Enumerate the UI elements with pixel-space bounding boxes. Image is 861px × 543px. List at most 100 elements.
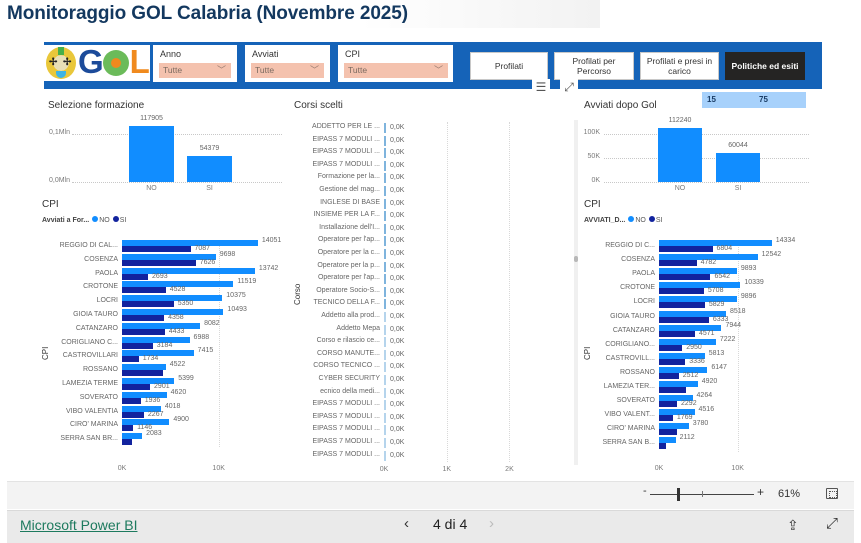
data-label: 0,0K [390, 325, 405, 333]
legend-item[interactable]: SI [655, 217, 663, 224]
share-icon[interactable]: ⇪ [787, 517, 799, 533]
slicer-avviati-value: Tutte [255, 65, 275, 75]
bar-no [659, 352, 705, 359]
legend-item[interactable]: NO [635, 217, 646, 224]
bar-no [122, 391, 167, 398]
y-tick-label: 0,1Mln [48, 129, 70, 137]
data-label: 0,0K [390, 413, 405, 421]
slicer-avviati-dropdown[interactable]: Tutte ﹀ [251, 63, 324, 78]
data-label-si: 4433 [168, 327, 185, 335]
bar-no [659, 437, 676, 444]
bar-si [659, 316, 709, 323]
gridline [604, 158, 809, 160]
data-label-si: 3336 [689, 357, 705, 365]
data-label-si: 1146 [137, 424, 153, 432]
category-label: TECNICO DELLA F... [313, 299, 380, 307]
x-tick-label: NO [674, 185, 686, 192]
data-label: 54379 [199, 145, 220, 153]
category-label: Gestione del mag... [319, 186, 380, 193]
powerbi-link[interactable]: Microsoft Power BI [20, 517, 138, 533]
bar-si [122, 259, 196, 266]
category-label: SERRA SAN B... [602, 439, 655, 447]
legend-marker-si [112, 216, 119, 222]
nav-button-politiche-ed-esiti[interactable]: Politiche ed esiti [725, 52, 805, 80]
x-tick-label: 10K [731, 465, 744, 472]
category-label: LAMEZIA TERME [62, 380, 118, 387]
category-label: CORIGLIANO... [605, 340, 655, 348]
bar-no [122, 240, 258, 246]
slicer-anno-dropdown[interactable]: Tutte ﹀ [159, 63, 231, 78]
category-label: VIBO VALENT... [604, 411, 655, 419]
bar-no [659, 254, 758, 261]
bar-no [122, 336, 190, 343]
category-label: Installazione dell'I... [319, 223, 380, 231]
category-label: PAOLA [95, 269, 118, 277]
slicer-cpi: CPI Tutte ﹀ [338, 45, 453, 82]
legend-title: Avviati a For... [42, 217, 90, 224]
data-label-si: 7087 [194, 245, 211, 252]
scrollbar-track[interactable] [574, 120, 578, 465]
x-tick-label: SI [206, 185, 213, 192]
bar-corso [384, 375, 386, 385]
zoom-in-button[interactable]: + [757, 485, 765, 499]
previous-page-button[interactable]: ‹ [404, 515, 409, 532]
legend-item[interactable]: NO [99, 217, 110, 224]
bar-corso [384, 286, 386, 297]
bar-no [122, 281, 234, 288]
slicer-avviati-label: Avviati [252, 49, 279, 59]
data-label-no: 5813 [708, 349, 725, 357]
focus-mode-icon[interactable]: ⤢ [560, 79, 578, 96]
bar-si [122, 287, 166, 294]
bar-corso [384, 274, 386, 285]
bar-no [659, 240, 772, 246]
data-label: 0,0K [390, 350, 405, 358]
data-label: 0,0K [390, 149, 405, 157]
category-label: PAOLA [632, 270, 655, 278]
scrollbar-thumb[interactable] [574, 256, 578, 262]
zoom-slider-thumb[interactable] [677, 488, 680, 501]
gridline [737, 240, 739, 452]
filter-icon[interactable]: ☰ [532, 79, 550, 96]
data-label-si: 6333 [712, 315, 729, 323]
category-label: CIRO' MARINA [69, 421, 118, 429]
data-label-no: 7944 [725, 321, 742, 329]
category-label: ROSSANO [82, 366, 118, 374]
legend-item[interactable]: SI [119, 217, 127, 224]
bar-no [659, 268, 737, 275]
x-tick-label: 1K [442, 466, 451, 473]
legend: Avviati a For... NO SI [42, 216, 126, 224]
data-label-no: 14051 [261, 237, 282, 244]
category-label: Addetto alla prod... [321, 312, 380, 319]
category-label: EIPASS 7 MODULI ... [312, 438, 380, 445]
x-tick-label: NO [146, 185, 157, 192]
category-label: REGGIO DI C... [605, 242, 655, 249]
legend-marker-no [628, 216, 635, 222]
category-label: LOCRI [96, 297, 118, 305]
data-label-no: 4018 [164, 402, 181, 410]
data-label: 0,0K [390, 174, 405, 182]
data-label-si: 7626 [199, 258, 216, 266]
bar-si [659, 260, 697, 267]
bar-corso [384, 349, 386, 360]
bar-no [122, 405, 161, 412]
legend-title: AVVIATI_D... [584, 217, 626, 224]
data-label: 0,0K [390, 287, 405, 295]
category-label: CASTROVILLARI [62, 352, 118, 360]
zoom-out-button[interactable]: - [643, 485, 647, 497]
slicer-cpi-dropdown[interactable]: Tutte ﹀ [344, 63, 448, 78]
fit-to-page-icon[interactable] [826, 488, 838, 499]
nav-button-profilati-per-percorso[interactable]: Profilati per Percorso [554, 52, 634, 80]
data-label-no: 8518 [730, 307, 746, 315]
bar-corso [384, 438, 386, 448]
nav-button-profilati[interactable]: Profilati [470, 52, 548, 80]
fullscreen-icon[interactable]: ⤢ [826, 515, 839, 532]
bar-no [659, 381, 698, 387]
data-label: 112240 [668, 117, 692, 125]
bar-si [122, 342, 153, 349]
data-label-no: 11519 [237, 278, 257, 286]
next-page-button[interactable]: › [489, 515, 494, 532]
nav-button-profilati-presi-in-carico[interactable]: Profilati e presi in carico [640, 52, 719, 80]
bar-si [659, 288, 704, 295]
